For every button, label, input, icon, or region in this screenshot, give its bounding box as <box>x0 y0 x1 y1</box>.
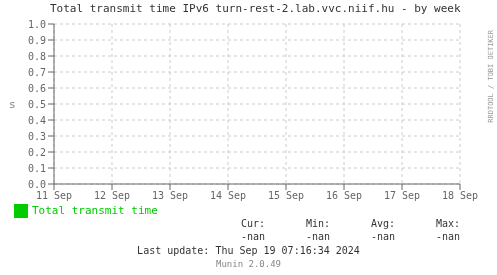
svg-text:12 Sep: 12 Sep <box>94 190 130 201</box>
svg-text:0.9: 0.9 <box>28 35 46 46</box>
html-text:Cur:: Cur: <box>240 218 265 229</box>
svg-text:15 Sep: 15 Sep <box>268 190 304 201</box>
html-text:Total transmit time: Total transmit time <box>32 204 158 217</box>
html-text:Total transmit time IPv6 turn-: Total transmit time IPv6 turn-rest-2.lab… <box>50 2 461 15</box>
svg-text:0.3: 0.3 <box>28 131 46 142</box>
html-text:Munin 2.0.49: Munin 2.0.49 <box>216 259 281 269</box>
svg-text:1.0: 1.0 <box>28 19 46 30</box>
html-text:RRDTOOL / TOBI OETIKER: RRDTOOL / TOBI OETIKER <box>487 30 495 123</box>
svg-text:s: s <box>9 98 16 111</box>
html-text:-nan: -nan <box>435 231 460 242</box>
svg-text:0.4: 0.4 <box>28 115 46 126</box>
html-text:Min:: Min: <box>305 218 330 229</box>
html-text:Avg:: Avg: <box>370 218 395 229</box>
html-text:-nan: -nan <box>240 231 265 242</box>
svg-text:14 Sep: 14 Sep <box>210 190 246 201</box>
svg-text:17 Sep: 17 Sep <box>384 190 420 201</box>
html-text:Last update: Thu Sep 19 07:16:: Last update: Thu Sep 19 07:16:34 2024 <box>137 245 360 256</box>
svg-text:13 Sep: 13 Sep <box>152 190 188 201</box>
svg-text:0.0: 0.0 <box>28 179 46 190</box>
svg-text:11 Sep: 11 Sep <box>36 190 72 201</box>
html-text:-nan: -nan <box>305 231 330 242</box>
html-text:-nan: -nan <box>370 231 395 242</box>
svg-text:0.5: 0.5 <box>28 99 46 110</box>
svg-text:0.7: 0.7 <box>28 67 46 78</box>
svg-text:0.1: 0.1 <box>28 163 46 174</box>
svg-text:0.2: 0.2 <box>28 147 46 158</box>
svg-text:18 Sep: 18 Sep <box>442 190 478 201</box>
svg-text:16 Sep: 16 Sep <box>326 190 362 201</box>
svg-text:0.8: 0.8 <box>28 51 46 62</box>
svg-text:0.6: 0.6 <box>28 83 46 94</box>
html-text:Max:: Max: <box>435 218 460 229</box>
